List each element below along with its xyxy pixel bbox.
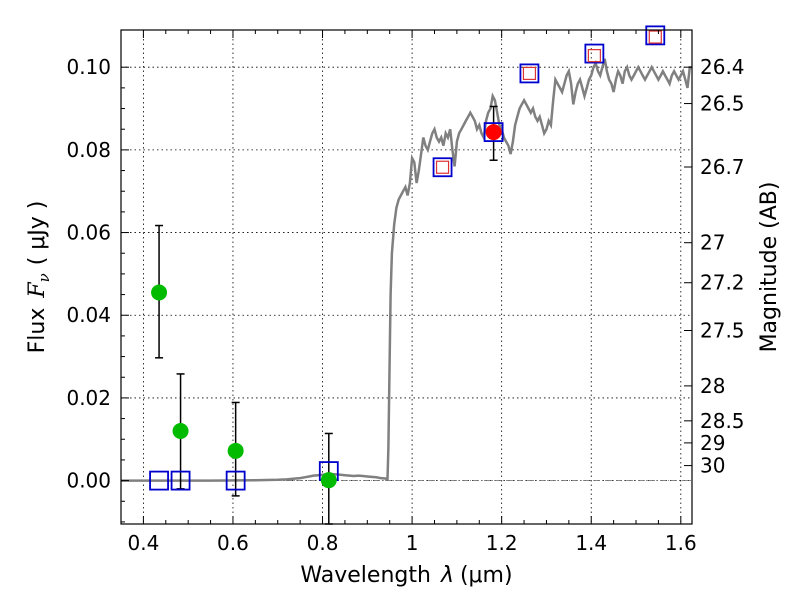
x-tick-label: 1.6	[665, 531, 697, 555]
x-tick-label: 1.4	[575, 531, 607, 555]
blue-square-marker	[149, 470, 169, 491]
x-tick-label: 0.8	[307, 531, 339, 555]
blue-square-marker	[584, 43, 605, 64]
y-tick-label: 0.04	[66, 303, 111, 327]
photometry-markers	[149, 25, 666, 525]
sed-model-layer	[121, 58, 692, 482]
y-tick-label: 0.10	[66, 55, 111, 79]
red-flux-point	[485, 124, 502, 141]
red-square-marker	[435, 160, 450, 174]
magnitude-tick-label: 28.5	[700, 409, 745, 433]
magnitude-tick-label: 27.5	[700, 318, 745, 342]
blue-square-marker	[432, 157, 453, 178]
y-axis-label: FluxFν( μJy )	[25, 201, 53, 354]
green-flux-point	[151, 284, 168, 301]
blue-square-marker	[519, 63, 540, 84]
green-flux-point	[227, 442, 244, 459]
x-tick-label: 1.2	[486, 531, 518, 555]
blue-square-marker	[170, 470, 191, 491]
magnitude-tick-label: 26.5	[700, 92, 745, 116]
x-tick-label: 0.6	[217, 531, 249, 555]
y-tick-label: 0.06	[66, 221, 111, 245]
green-flux-point	[320, 472, 337, 489]
axis-ticks: 0.4 0.6 0.8 1 1.2 1.4 1.6 0.00 0.02 0.04 0.06 0.08 0…	[66, 30, 745, 555]
sed-model-line	[121, 58, 692, 482]
red-square-marker	[587, 49, 601, 63]
x-tick-label: 1	[406, 531, 419, 555]
blue-square-marker	[483, 122, 504, 143]
magnitude-tick-label: 30	[700, 454, 725, 478]
magnitude-tick-label: 27.2	[700, 271, 745, 295]
magnitude-tick-label: 26.4	[700, 55, 745, 79]
grid-lines	[121, 30, 692, 524]
magnitude-tick-label: 27	[700, 231, 725, 255]
red-square-marker	[648, 30, 662, 44]
x-tick-label: 0.4	[127, 531, 159, 555]
y-tick-label: 0.00	[66, 469, 111, 493]
blue-square-marker	[225, 470, 246, 491]
magnitude-tick-label: 29	[700, 431, 725, 455]
magnitude-tick-label: 28	[700, 374, 725, 398]
magnitude-axis-label: Magnitude (AB)	[757, 182, 782, 353]
blue-square-marker	[645, 25, 666, 46]
green-flux-point	[172, 422, 189, 439]
y-tick-label: 0.08	[66, 138, 111, 162]
x-axis-label: Wavelength λ (μm)	[300, 563, 512, 588]
plot-frame	[120, 29, 693, 525]
magnitude-tick-label: 26.7	[700, 155, 745, 179]
y-tick-label: 0.02	[66, 386, 111, 410]
red-square-marker	[522, 66, 537, 81]
